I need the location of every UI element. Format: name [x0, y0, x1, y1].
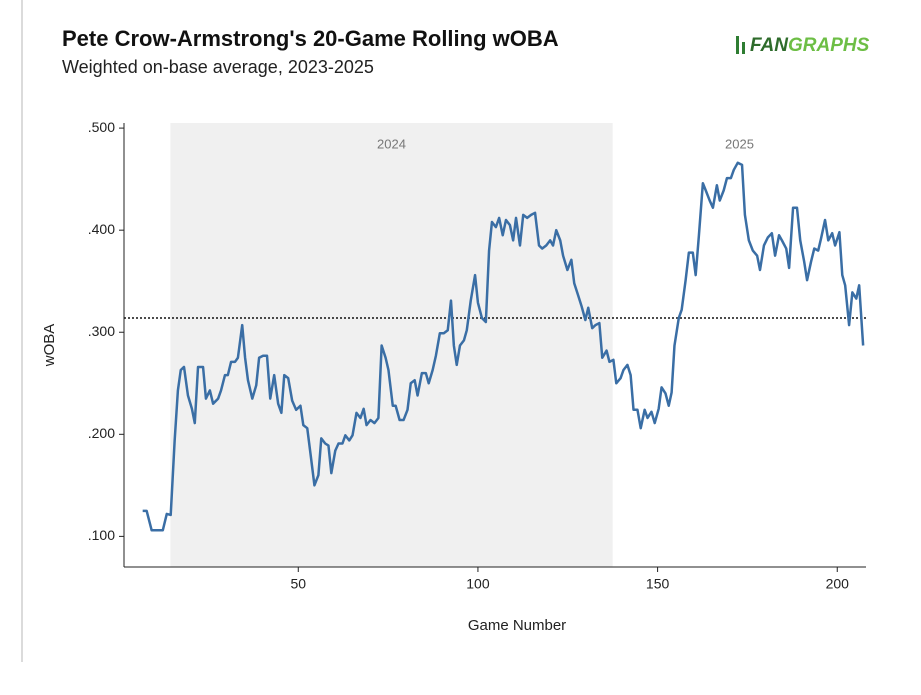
region-label: 2024	[377, 136, 406, 151]
y-tick-label: .200	[88, 425, 115, 441]
x-axis-label: Game Number	[468, 617, 566, 634]
data-line	[142, 161, 865, 532]
y-tick-label: .300	[88, 323, 115, 339]
x-tick-label: 200	[826, 576, 850, 592]
y-tick-label: .100	[88, 527, 115, 543]
logo-part: FAN	[750, 35, 789, 56]
x-tick-label: 50	[290, 576, 306, 592]
logo-icon	[742, 42, 745, 54]
season-region	[170, 123, 613, 567]
chart-title: Pete Crow-Armstrong's 20-Game Rolling wO…	[62, 26, 559, 51]
chart-subtitle: Weighted on-base average, 2023-2025	[62, 57, 374, 77]
y-axis-label: wOBA	[41, 324, 58, 368]
y-tick-label: .500	[88, 119, 115, 135]
logo-text: FANGRAPHS	[750, 35, 870, 56]
logo-icon	[736, 36, 739, 54]
annotation: 2025	[725, 136, 754, 151]
logo: FANGRAPHS	[736, 35, 870, 56]
x-tick-label: 150	[646, 576, 670, 592]
logo-part: GRAPHS	[788, 35, 870, 56]
x-tick-label: 100	[466, 576, 490, 592]
y-tick-label: .400	[88, 221, 115, 237]
